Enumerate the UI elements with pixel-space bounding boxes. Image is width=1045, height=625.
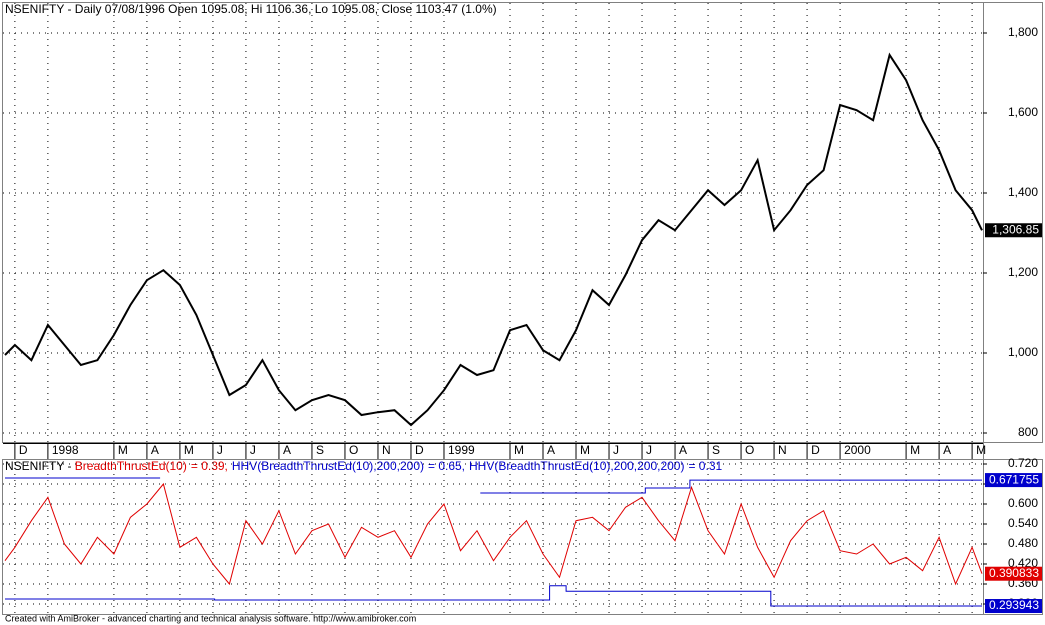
- legend-series-name: BreadthThrustEd(10): [75, 459, 187, 473]
- indicator-pane: [2, 459, 1043, 615]
- x-tick-label: M: [184, 443, 194, 457]
- x-tick-label: S: [712, 443, 720, 457]
- legend-series-name: HHV(BreadthThrustEd(10),200,200): [232, 459, 424, 473]
- last-value-label: 0.390833: [989, 566, 1039, 580]
- y-tick-label: 1,000: [1008, 345, 1038, 359]
- x-tick-label: J: [646, 443, 652, 457]
- x-tick-label: N: [778, 443, 787, 457]
- x-tick-label: M: [910, 443, 920, 457]
- x-tick-label: 1999: [448, 443, 475, 457]
- footer: Created with AmiBroker - advanced charti…: [5, 613, 416, 623]
- x-tick-label: A: [547, 443, 555, 457]
- price-title: NSENIFTY - Daily 07/08/1996 Open 1095.08…: [5, 2, 497, 16]
- y-tick-label: 0.720: [1008, 456, 1038, 470]
- price-pane: [2, 2, 1043, 443]
- last-value-label: 0.671755: [989, 472, 1039, 486]
- legend-readout: = 0.65,: [428, 459, 465, 473]
- legend-series-name: HHV(BreadthThrustEd(10),200,200,200): [469, 459, 684, 473]
- y-tick-label: 0.600: [1008, 496, 1038, 510]
- x-tick-label: M: [514, 443, 524, 457]
- y-tick-label: 1,400: [1008, 185, 1038, 199]
- y-tick-label: 0.540: [1008, 516, 1038, 530]
- x-tick-label: A: [679, 443, 687, 457]
- legend-prefix: NSENIFTY -: [5, 459, 75, 473]
- legend-readout: = 0.39,: [191, 459, 228, 473]
- y-tick-label: 1,600: [1008, 105, 1038, 119]
- indicator-legend: NSENIFTY - BreadthThrustEd(10) = 0.39, HHV…: [5, 459, 722, 473]
- x-tick-label: M: [580, 443, 590, 457]
- series-line: [4, 52, 983, 427]
- last-value-badge: [985, 599, 1042, 614]
- y-tick-label: 1,200: [1008, 265, 1038, 279]
- x-tick-label: S: [316, 443, 324, 457]
- last-value-label: 1,306.85: [992, 222, 1039, 236]
- x-tick-label: 1998: [52, 443, 79, 457]
- x-tick-label: D: [811, 443, 820, 457]
- x-tick-label: A: [943, 443, 951, 457]
- x-tick-label: J: [217, 443, 223, 457]
- y-tick-label: 1,800: [1008, 25, 1038, 39]
- x-tick-label: M: [976, 443, 986, 457]
- x-tick-label: 2000: [844, 443, 871, 457]
- x-tick-label: N: [382, 443, 391, 457]
- y-tick-label: 0.480: [1008, 536, 1038, 550]
- last-value-label: 0.293943: [989, 598, 1039, 612]
- x-tick-label: J: [613, 443, 619, 457]
- last-value-badge: [985, 566, 1042, 581]
- series-line: [5, 585, 982, 607]
- x-tick-label: M: [118, 443, 128, 457]
- x-tick-label: J: [250, 443, 256, 457]
- y-tick-label: 0.420: [1008, 556, 1038, 570]
- x-tick-label: A: [151, 443, 159, 457]
- last-value-badge: [985, 473, 1042, 488]
- series-line: [4, 482, 983, 586]
- x-tick-label: D: [415, 443, 424, 457]
- last-value-badge: [985, 223, 1042, 238]
- series-line: [5, 477, 982, 494]
- x-tick-label: A: [283, 443, 291, 457]
- legend-readout: = 0.31: [688, 459, 722, 473]
- x-tick-label: O: [349, 443, 358, 457]
- y-tick-label: 800: [1018, 425, 1038, 439]
- x-tick-label: O: [745, 443, 754, 457]
- x-tick-label: D: [19, 443, 28, 457]
